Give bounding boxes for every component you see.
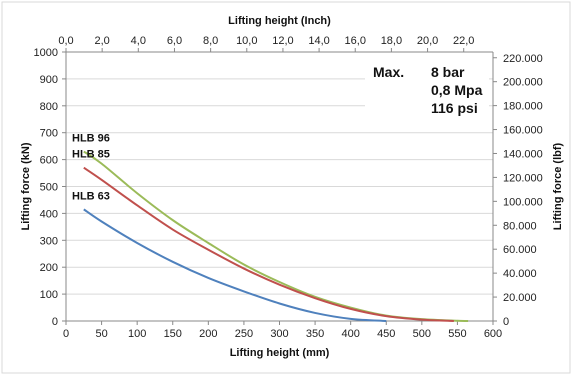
y2-tick-label: 40.000 [503,268,537,280]
y2-tick-label: 0 [503,316,509,328]
x-tick-label: 300 [270,328,288,340]
y2-tick-label: 160.000 [503,125,543,137]
x2-tick-label: 20,0 [417,35,438,47]
x-tick-label: 350 [306,328,324,340]
y-tick-label: 400 [40,208,58,220]
x2-tick-label: 18,0 [381,35,402,47]
x2-tick-label: 6,0 [167,35,182,47]
annotation-line-1: 8 bar [431,64,465,80]
y-tick-label: 900 [40,74,58,86]
y-tick-label: 200 [40,262,58,274]
x2-tick-label: 16,0 [345,35,366,47]
x-axis-title: Lifting height (mm) [230,347,330,359]
x2-tick-label: 22,0 [453,35,474,47]
y-tick-label: 100 [40,289,58,301]
y-tick-label: 1000 [34,47,58,59]
y2-tick-label: 60.000 [503,244,537,256]
annotation-line-2: 0,8 Mpa [431,82,483,98]
x2-tick-label: 4,0 [131,35,146,47]
y2-tick-label: 80.000 [503,220,537,232]
y2-tick-label: 140.000 [503,148,543,160]
annotation-line-3: 116 psi [431,100,478,116]
y-axis-title: Lifting force (kN) [20,142,32,230]
y-tick-label: 0 [52,316,58,328]
x-tick-label: 450 [377,328,395,340]
x-tick-label: 100 [128,328,146,340]
x-tick-label: 0 [63,328,69,340]
x2-tick-label: 8,0 [203,35,218,47]
y2-tick-label: 120.000 [503,172,543,184]
x2-tick-label: 14,0 [308,35,329,47]
x2-tick-label: 0,0 [58,35,73,47]
y-tick-label: 600 [40,155,58,167]
y2-tick-label: 100.000 [503,196,543,208]
y2-tick-label: 180.000 [503,101,543,113]
x-tick-label: 200 [199,328,217,340]
x-tick-label: 500 [413,328,431,340]
x-tick-label: 250 [235,328,253,340]
series-label-2: HLB 85 [72,149,110,161]
y2-axis-title: Lifting force (lbf) [552,142,564,230]
x2-tick-label: 12,0 [272,35,293,47]
x-tick-label: 600 [484,328,502,340]
y-tick-label: 300 [40,235,58,247]
y2-tick-label: 200.000 [503,77,543,89]
pressure-annotation: Max. 8 bar 0,8 Mpa 116 psi [365,58,489,120]
x2-tick-label: 10,0 [236,35,257,47]
series-label-1: HLB 96 [72,133,110,145]
x-tick-label: 150 [164,328,182,340]
y-tick-label: 500 [40,182,58,194]
x2-axis-title: Lifting height (Inch) [228,15,331,27]
x2-tick-label: 2,0 [95,35,110,47]
annotation-max-label: Max. [373,64,404,80]
series-label-3: HLB 63 [72,190,110,202]
y-tick-label: 800 [40,101,58,113]
y-tick-label: 700 [40,128,58,140]
y2-tick-label: 220.000 [503,53,543,65]
x-tick-label: 400 [341,328,359,340]
y2-tick-label: 20.000 [503,292,537,304]
x-tick-label: 550 [448,328,466,340]
x-tick-label: 50 [95,328,107,340]
